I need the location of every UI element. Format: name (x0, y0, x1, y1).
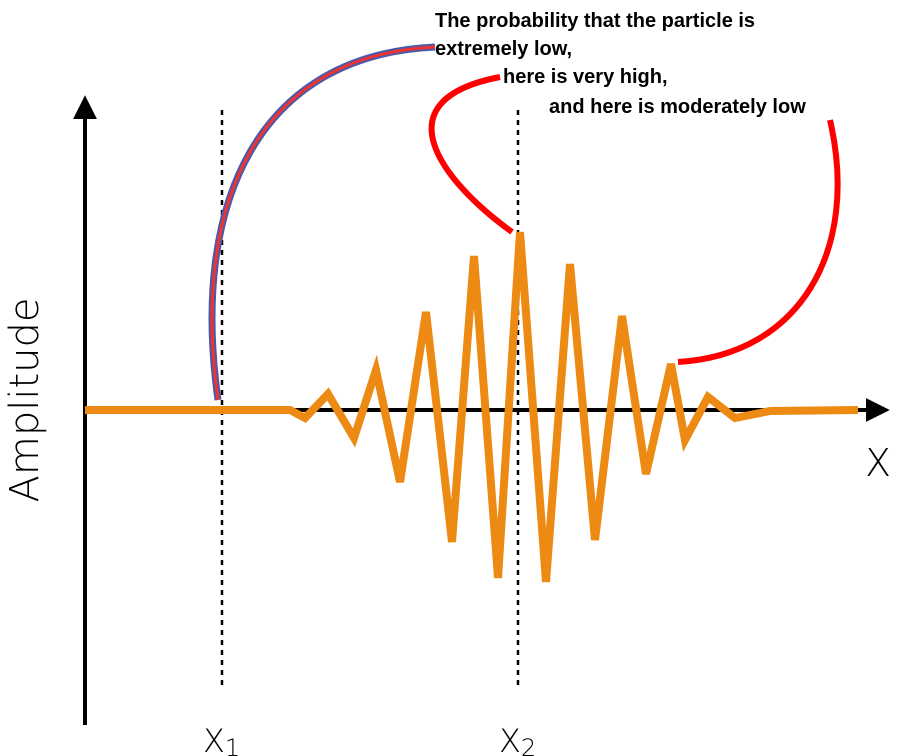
annotation-line: and here is moderately low (549, 96, 806, 118)
pointer-moderate (677, 119, 841, 365)
marker-subscript: 1 (225, 734, 240, 756)
marker-label: X1 (203, 722, 240, 756)
pointer-low (210, 45, 436, 401)
marker-letter: X (203, 722, 225, 756)
pointer-high (428, 74, 514, 235)
pointer-outline (208, 43, 436, 401)
marker-letter: X (499, 722, 521, 756)
y-axis-label: Amplitude (2, 298, 48, 503)
marker-label: X2 (499, 722, 536, 756)
annotation-line: The probability that the particle is (435, 10, 755, 32)
x-axis-label: X (865, 441, 891, 485)
annotation-line: extremely low, (435, 38, 572, 60)
annotation-line: here is very high, (503, 66, 668, 88)
wave-packet (85, 231, 859, 583)
marker-subscript: 2 (521, 734, 536, 756)
